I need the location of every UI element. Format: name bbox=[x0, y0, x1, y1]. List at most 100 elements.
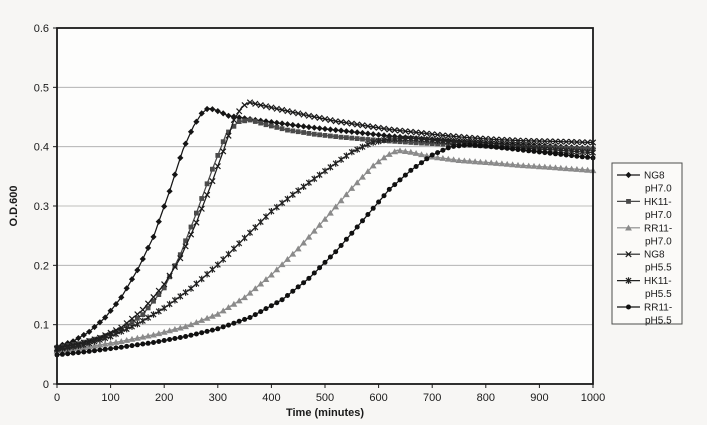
circle-marker bbox=[553, 151, 558, 157]
x-marker bbox=[198, 205, 205, 212]
star-marker bbox=[86, 339, 93, 347]
circle-marker bbox=[569, 153, 575, 159]
diamond-marker bbox=[625, 171, 632, 179]
triangle-marker bbox=[343, 191, 350, 198]
star-marker bbox=[128, 323, 136, 330]
star-marker bbox=[59, 345, 66, 352]
star-marker bbox=[289, 191, 296, 198]
legend-label-line2: pH7.0 bbox=[645, 236, 672, 247]
triangle-marker bbox=[536, 163, 543, 170]
star-marker bbox=[445, 138, 452, 145]
x-marker bbox=[625, 251, 632, 258]
circle-marker bbox=[242, 316, 248, 322]
star-marker bbox=[279, 199, 286, 207]
x-marker bbox=[471, 134, 479, 142]
star-marker bbox=[177, 293, 184, 300]
x-marker bbox=[482, 135, 489, 142]
triangle-marker bbox=[101, 340, 109, 347]
series-markers bbox=[54, 142, 596, 358]
triangle-marker bbox=[487, 159, 495, 166]
legend-entry-ng8-ph55: NG8 pH5.5 bbox=[617, 250, 672, 274]
circle-marker bbox=[536, 149, 542, 155]
legend-entry-rr11--ph70: RR11- pH7.0 bbox=[617, 223, 672, 247]
x-axis-title: Time (minutes) bbox=[286, 407, 364, 419]
x-tick-label: 600 bbox=[369, 392, 387, 404]
x-marker bbox=[150, 293, 157, 301]
x-marker bbox=[161, 281, 168, 288]
circle-marker bbox=[542, 150, 548, 156]
x-marker bbox=[375, 124, 382, 131]
triangle-marker bbox=[434, 154, 441, 161]
x-marker bbox=[348, 120, 355, 127]
x-marker bbox=[337, 118, 345, 126]
square-marker bbox=[263, 122, 269, 128]
square-marker bbox=[226, 129, 231, 135]
diamond-marker bbox=[380, 132, 388, 139]
triangle-marker bbox=[493, 160, 500, 166]
x-marker bbox=[552, 138, 559, 145]
legend-label-line1: HK11- bbox=[644, 197, 672, 208]
circle-marker bbox=[365, 212, 371, 217]
triangle-marker bbox=[268, 271, 275, 278]
x-marker bbox=[370, 123, 377, 131]
square-marker bbox=[156, 292, 162, 297]
triangle-marker bbox=[337, 197, 345, 204]
x-marker bbox=[412, 129, 420, 136]
circle-marker bbox=[467, 142, 473, 148]
square-marker bbox=[274, 125, 280, 130]
diamond-marker bbox=[295, 122, 302, 129]
star-marker bbox=[246, 229, 254, 236]
x-tick-label: 300 bbox=[209, 392, 227, 404]
triangle-marker bbox=[128, 335, 136, 342]
triangle-marker bbox=[519, 162, 527, 169]
square-marker bbox=[301, 130, 306, 135]
square-marker bbox=[172, 263, 178, 269]
x-tick-label: 700 bbox=[423, 392, 441, 404]
y-tick-label: 0.4 bbox=[34, 142, 49, 154]
series-markers bbox=[53, 147, 597, 354]
star-marker bbox=[64, 344, 71, 351]
circle-marker bbox=[204, 328, 210, 334]
square-marker bbox=[199, 196, 205, 201]
star-marker bbox=[123, 325, 130, 333]
x-marker bbox=[278, 106, 286, 114]
circle-marker bbox=[429, 152, 435, 158]
square-marker bbox=[403, 139, 408, 145]
circle-marker bbox=[268, 303, 274, 309]
diamond-marker bbox=[284, 121, 291, 128]
star-marker bbox=[209, 266, 216, 273]
diamond-marker bbox=[354, 129, 361, 136]
star-marker bbox=[118, 328, 125, 335]
circle-marker bbox=[113, 345, 119, 351]
x-marker bbox=[214, 163, 221, 170]
square-marker bbox=[242, 118, 247, 124]
star-marker bbox=[171, 296, 178, 304]
diamond-marker bbox=[177, 154, 184, 161]
diamond-marker bbox=[91, 323, 98, 331]
triangle-marker bbox=[225, 304, 232, 310]
circle-marker bbox=[215, 326, 221, 332]
star-marker bbox=[262, 213, 270, 220]
circle-marker bbox=[236, 318, 242, 324]
x-marker bbox=[300, 111, 307, 118]
x-tick-label: 400 bbox=[262, 392, 280, 404]
x-marker bbox=[252, 100, 259, 107]
diamond-marker bbox=[80, 331, 87, 339]
x-marker bbox=[536, 137, 543, 145]
circle-marker bbox=[419, 160, 424, 166]
triangle-marker bbox=[193, 319, 200, 325]
triangle-marker bbox=[525, 162, 533, 169]
triangle-marker bbox=[327, 209, 334, 216]
square-marker bbox=[129, 319, 135, 325]
circle-marker bbox=[134, 342, 140, 348]
square-marker bbox=[306, 131, 312, 136]
diamond-marker bbox=[311, 124, 318, 131]
legend-label-line1: RR11- bbox=[644, 303, 672, 314]
x-marker bbox=[139, 306, 146, 313]
x-marker bbox=[488, 136, 495, 143]
square-marker bbox=[360, 136, 365, 142]
star-marker bbox=[413, 135, 420, 143]
diamond-marker bbox=[75, 335, 82, 342]
circle-marker bbox=[140, 341, 146, 347]
